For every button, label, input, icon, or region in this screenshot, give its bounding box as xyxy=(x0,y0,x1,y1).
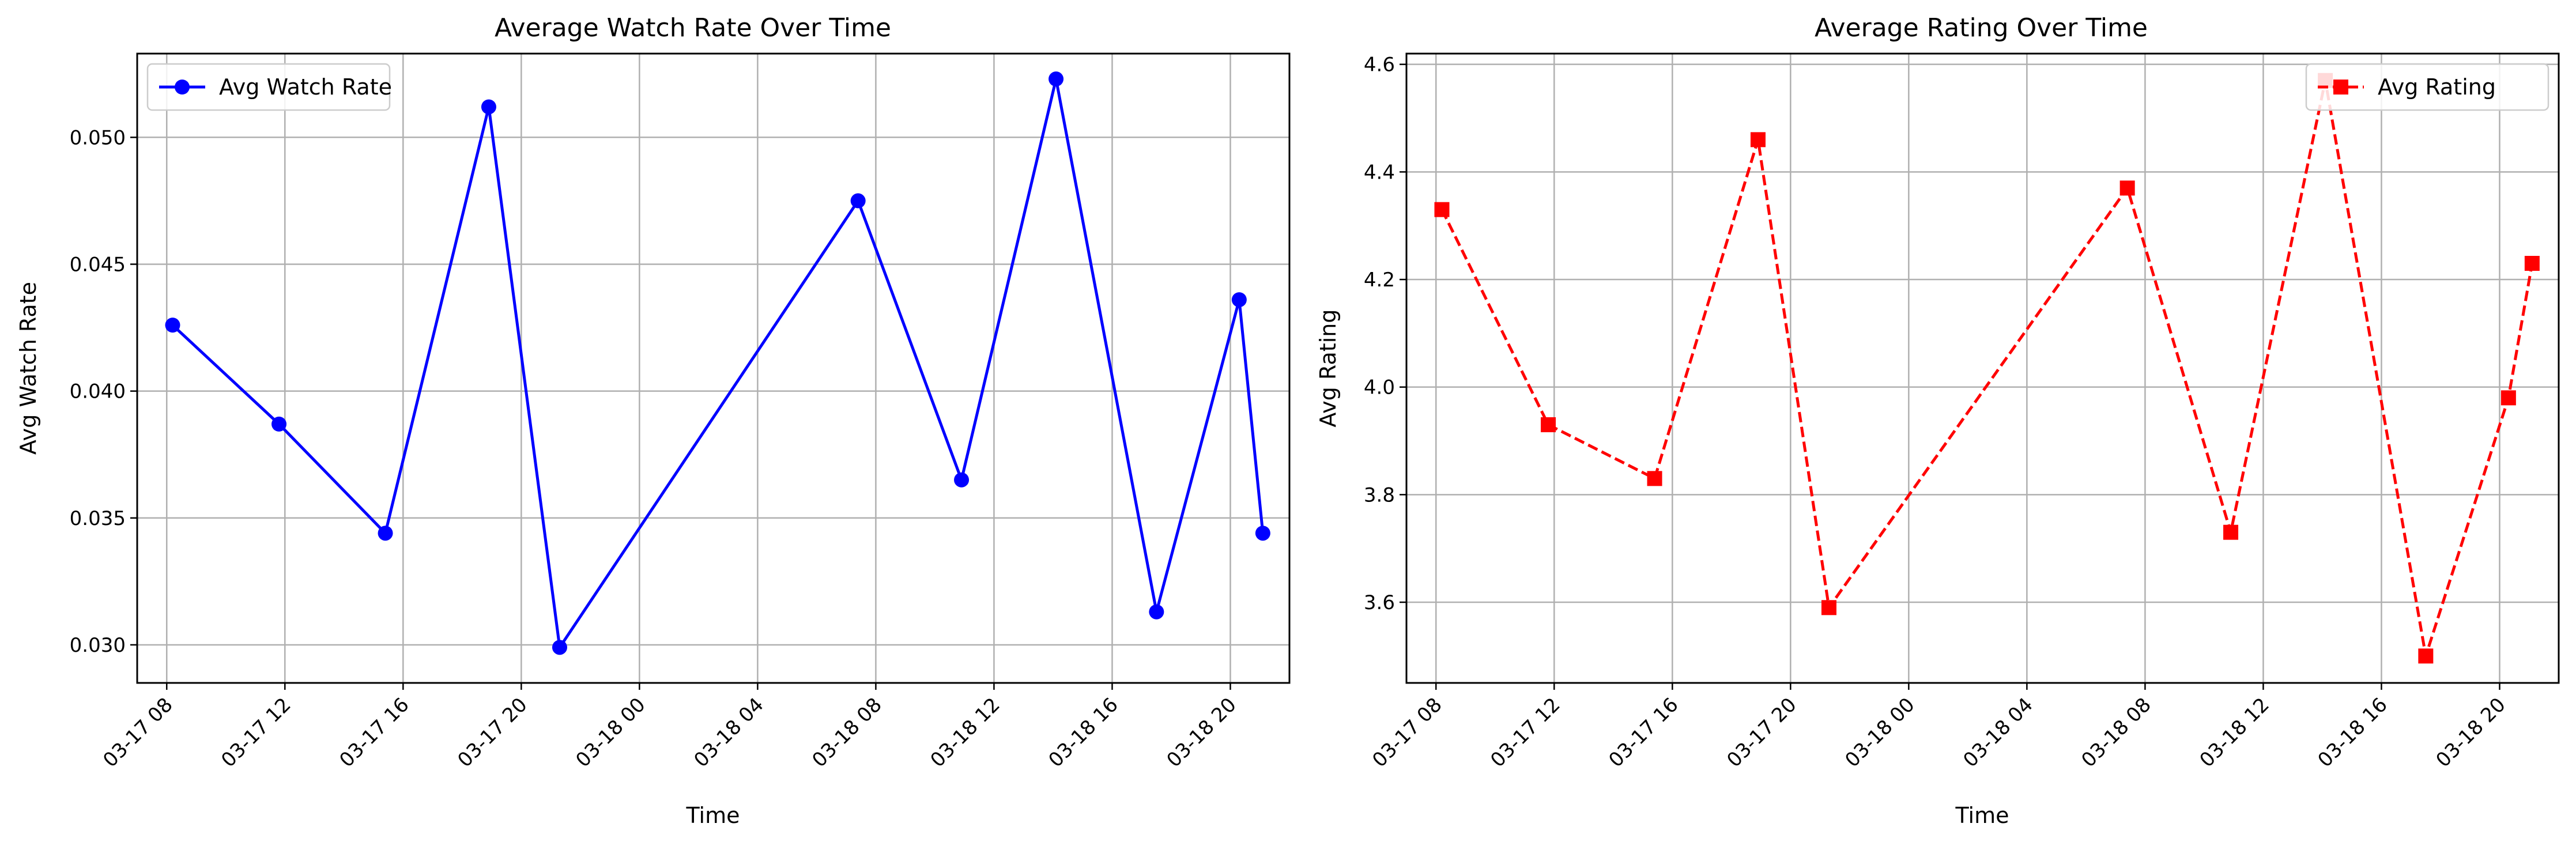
data-point xyxy=(1149,604,1164,620)
data-point xyxy=(2223,524,2239,540)
chart-title: Average Watch Rate Over Time xyxy=(495,13,891,43)
grid xyxy=(1406,54,2559,683)
y-tick-label: 4.6 xyxy=(1364,54,1395,77)
legend-marker xyxy=(2333,80,2348,95)
axes-frame xyxy=(136,52,1291,684)
data-point xyxy=(2524,256,2540,271)
y-tick-label: 4.4 xyxy=(1364,161,1395,184)
data-point xyxy=(1821,600,1836,615)
y-axis-ticks: 3.6 3.8 4.0 4.2 4.4 4.6 xyxy=(1364,54,1406,614)
data-point xyxy=(1434,202,1450,217)
y-tick-label: 4.2 xyxy=(1364,269,1395,292)
data-point xyxy=(954,472,970,488)
data-point xyxy=(2500,390,2516,406)
axes-frame xyxy=(1405,52,2560,684)
grid xyxy=(137,54,1289,683)
data-point xyxy=(1647,471,1662,486)
legend-box xyxy=(2305,63,2549,111)
data-point xyxy=(1750,132,1766,148)
y-axis-label: Avg Watch Rate xyxy=(16,282,41,455)
y-tick-label: 0.030 xyxy=(70,634,126,657)
legend: Avg Watch Rate xyxy=(146,63,392,111)
x-axis-label: Time xyxy=(1955,803,2009,828)
x-axis-label: Time xyxy=(686,803,740,828)
y-tick-label: 3.8 xyxy=(1364,484,1395,507)
y-tick-label: 0.050 xyxy=(70,126,126,149)
y-tick-label: 0.035 xyxy=(70,507,126,530)
y-axis-ticks: 0.030 0.035 0.040 0.045 0.050 xyxy=(70,126,137,657)
data-point xyxy=(2119,180,2135,196)
data-point xyxy=(165,318,180,333)
legend-marker xyxy=(175,80,190,95)
y-tick-label: 4.0 xyxy=(1364,376,1395,399)
legend-label: Avg Watch Rate xyxy=(219,74,392,100)
data-point xyxy=(1231,292,1247,308)
y-tick-label: 0.040 xyxy=(70,380,126,403)
data-point xyxy=(378,526,393,541)
data-point xyxy=(481,99,496,115)
legend-box xyxy=(146,63,391,111)
data-point xyxy=(2418,648,2434,664)
chart-title: Average Rating Over Time xyxy=(1815,13,2148,43)
legend-label: Avg Rating xyxy=(2378,74,2496,100)
legend: Avg Rating xyxy=(2305,63,2549,111)
data-point xyxy=(552,640,567,655)
data-point xyxy=(1255,526,1270,541)
series-lines xyxy=(1434,73,2540,664)
data-point xyxy=(1048,71,1064,87)
y-tick-label: 0.045 xyxy=(70,253,126,276)
data-point xyxy=(271,416,287,432)
data-point xyxy=(1541,417,1556,432)
data-point xyxy=(850,193,866,209)
series-lines xyxy=(165,71,1270,655)
y-axis-label: Avg Rating xyxy=(1315,309,1341,428)
y-tick-label: 3.6 xyxy=(1364,591,1395,614)
